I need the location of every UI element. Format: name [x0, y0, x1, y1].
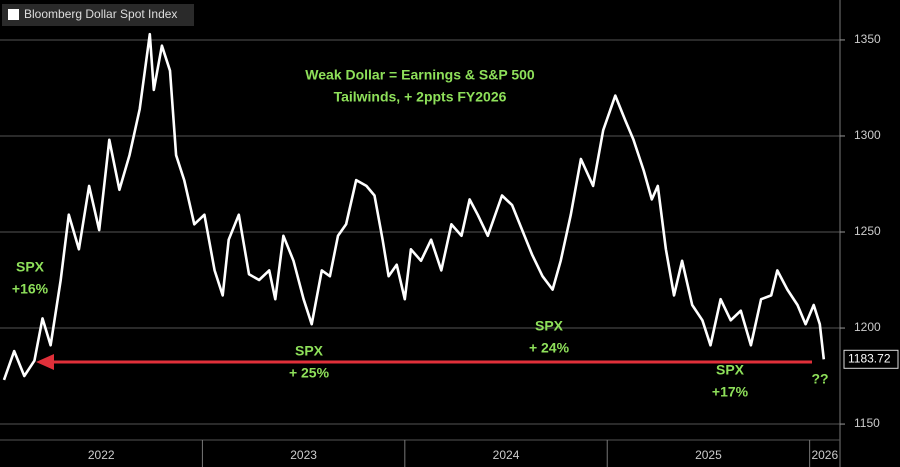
annotation: ?? [811, 371, 828, 387]
annotation: SPX [16, 259, 45, 275]
x-tick-label: 2023 [290, 448, 317, 462]
annotation: +16% [12, 281, 49, 297]
y-tick-label: 1350 [854, 32, 881, 46]
annotation: SPX [716, 362, 745, 378]
legend-label: Bloomberg Dollar Spot Index [24, 7, 177, 21]
arrow-head [36, 354, 54, 370]
legend-swatch [8, 9, 19, 20]
y-tick-label: 1200 [854, 320, 881, 334]
last-value-label: 1183.72 [848, 351, 891, 365]
annotation: SPX [535, 318, 564, 334]
x-tick-label: 2022 [88, 448, 115, 462]
annotation: + 25% [289, 365, 330, 381]
annotation: SPX [295, 343, 324, 359]
annotation: Weak Dollar = Earnings & S&P 500 [305, 67, 535, 83]
y-tick-label: 1150 [854, 416, 880, 430]
series-line [2, 32, 826, 381]
x-tick-label: 2026 [811, 448, 838, 462]
y-tick-label: 1250 [854, 224, 881, 238]
y-tick-label: 1300 [854, 128, 881, 142]
x-tick-label: 2025 [695, 448, 722, 462]
annotation: +17% [712, 384, 749, 400]
legend-box [2, 4, 194, 26]
annotation: Tailwinds, + 2ppts FY2026 [334, 89, 507, 105]
annotation: + 24% [529, 340, 570, 356]
last-value-box [843, 349, 899, 369]
x-tick-label: 2024 [493, 448, 520, 462]
